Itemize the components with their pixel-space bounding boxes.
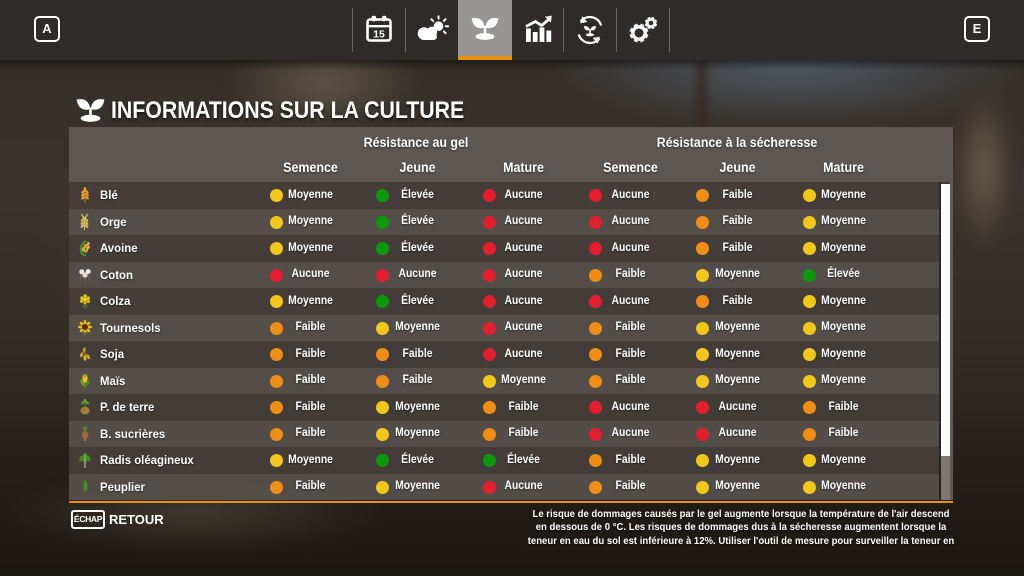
svg-text:15: 15 [373,29,385,41]
